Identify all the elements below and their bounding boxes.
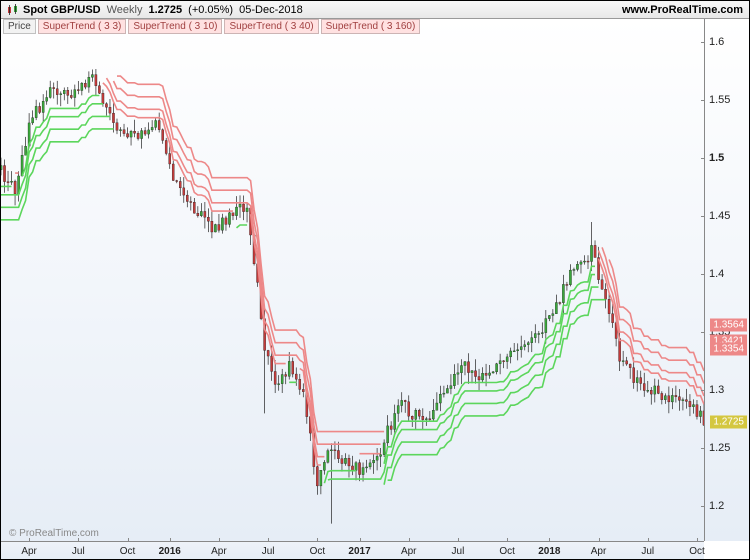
indicator-badge[interactable]: SuperTrend ( 3 40) [224,19,318,34]
price-level-badge: 1.3354 [710,343,747,356]
x-tick-label: Jul [72,546,85,557]
chart-svg [1,19,704,541]
indicator-badge[interactable]: Price [3,19,36,34]
y-tick-label: 1.3 [709,384,724,396]
price-value: 1.2725 [149,4,183,16]
y-tick-label: 1.5 [709,152,724,164]
y-tick-label: 1.45 [709,210,730,222]
y-tick-label: 1.2 [709,500,724,512]
x-tick-label: Jul [262,546,275,557]
x-tick-label: Oct [499,546,515,557]
price-level-badge: 1.2725 [710,416,747,429]
brand-label: www.ProRealTime.com [622,4,743,16]
y-tick-label: 1.55 [709,94,730,106]
x-tick-label: Apr [401,546,417,557]
price-level-badge: 1.3564 [710,318,747,331]
y-tick-label: 1.6 [709,36,724,48]
x-tick-label: Oct [689,546,705,557]
x-tick-label: Jul [452,546,465,557]
y-tick-label: 1.25 [709,442,730,454]
chart-plot-area[interactable]: © ProRealTime.com [1,19,704,541]
price-date: 05-Dec-2018 [239,4,303,16]
x-axis: Apr Jul Oct 2016 Apr Jul Oct 2017 Apr Jul Oct 2018 A… [1,541,704,559]
price-pct: (+0.05%) [188,4,233,16]
indicator-badge[interactable]: SuperTrend ( 3 10) [128,19,222,34]
indicator-badge[interactable]: SuperTrend ( 3 160) [321,19,421,34]
indicator-badges: PriceSuperTrend ( 3 3)SuperTrend ( 3 10)… [3,19,420,34]
chart-window: Spot GBP/USD Weekly 1.2725 (+0.05%) 05-D… [0,0,750,560]
x-tick-label: 2016 [159,546,181,557]
watermark: © ProRealTime.com [9,528,99,539]
pair-title: Spot GBP/USD [23,4,101,16]
x-tick-label: Jul [641,546,654,557]
y-tick-label: 1.4 [709,268,724,280]
header-bar: Spot GBP/USD Weekly 1.2725 (+0.05%) 05-D… [1,1,749,19]
candlestick-logo-icon [7,4,19,16]
x-tick-label: 2018 [538,546,560,557]
x-tick-label: Oct [120,546,136,557]
indicator-badge[interactable]: SuperTrend ( 3 3) [38,19,127,34]
y-axis: 1.61.551.51.451.41.351.31.251.21.35641.3… [704,19,749,541]
x-tick-label: Apr [591,546,607,557]
x-tick-label: 2017 [348,546,370,557]
x-tick-label: Oct [310,546,326,557]
x-tick-label: Apr [211,546,227,557]
x-tick-label: Apr [21,546,37,557]
timeframe-label: Weekly [107,4,143,16]
